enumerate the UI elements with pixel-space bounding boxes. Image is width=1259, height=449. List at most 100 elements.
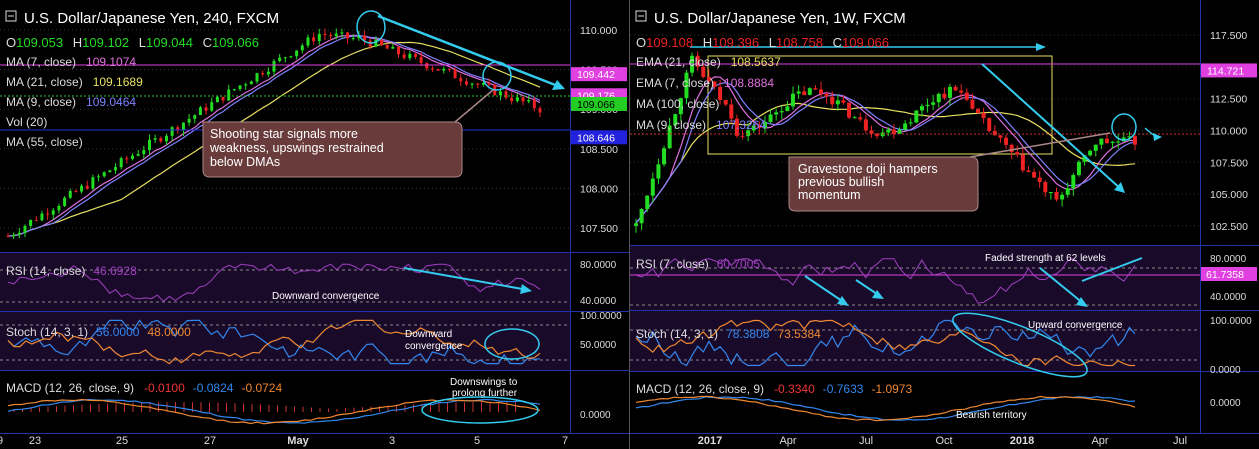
- rsi-label-right: RSI (7, close) 60.7005: [636, 257, 760, 271]
- candle-body: [261, 73, 265, 75]
- macd-label: MACD (12, 26, close, 9) -0.0100 -0.0824 -0.…: [6, 381, 282, 395]
- x-tick-label: 2017: [698, 435, 722, 447]
- candle-body: [97, 176, 101, 178]
- candle-body: [198, 107, 202, 116]
- rsi-tick-80: 80.0000: [580, 260, 617, 271]
- candle-body: [1104, 138, 1109, 144]
- candle-body: [886, 129, 891, 133]
- ma-legend-item: MA (7, close) 109.1074: [6, 55, 136, 69]
- rsi-tick-80-right: 80.0000: [1210, 254, 1247, 265]
- candle-body: [852, 117, 857, 119]
- annotation-pointer-right: [969, 132, 1111, 158]
- candle-body: [970, 99, 975, 109]
- macd-note-1: Downswings to: [450, 377, 518, 388]
- candle-body: [266, 71, 270, 75]
- trend-arrowhead: [552, 80, 565, 90]
- price-badge-label: 109.442: [577, 69, 615, 81]
- stoch-pane: [0, 312, 570, 370]
- candle-body: [102, 172, 106, 177]
- annotation-right-line-2: previous bullish: [798, 175, 884, 189]
- rsi-line-right: [635, 258, 1136, 304]
- candle-body: [238, 85, 242, 90]
- candle-body: [673, 114, 678, 126]
- candle-body: [634, 223, 638, 226]
- candle-body: [538, 108, 542, 113]
- macd-tick-0-right: 0.0000: [1210, 398, 1241, 409]
- ma-legend-item: EMA (21, close) 108.5637: [636, 55, 781, 69]
- candle-body: [153, 138, 157, 140]
- candle-body: [992, 130, 997, 136]
- candle-body: [819, 89, 824, 94]
- annotation-right-line-3: momentum: [798, 188, 861, 202]
- candle-body: [255, 73, 259, 82]
- candle-body: [925, 104, 930, 107]
- price-badge: [571, 67, 627, 82]
- stoch-label-right: Stoch (14, 3, 1) 78.3808 73.5384: [636, 327, 821, 341]
- candle-body: [1071, 175, 1076, 189]
- candle-body: [85, 185, 89, 189]
- candle-body: [323, 33, 327, 36]
- candle-body: [751, 125, 756, 131]
- collapse-icon-right[interactable]: [635, 10, 647, 22]
- candle-body: [204, 107, 208, 111]
- candle-body: [807, 88, 812, 95]
- candle-body: [464, 81, 468, 85]
- candle-body: [858, 117, 863, 120]
- candle-body: [768, 114, 773, 122]
- macd-note-right: Bearish territory: [956, 410, 1027, 421]
- stoch-tick-100: 100.0000: [580, 311, 622, 322]
- candle-body: [1110, 141, 1115, 144]
- candle-body: [1099, 138, 1104, 145]
- candle-body: [897, 129, 902, 134]
- ma-legend-item: MA (9, close) 107.3264: [636, 118, 766, 132]
- candle-body: [215, 96, 219, 103]
- candle-body: [903, 123, 908, 130]
- price-tick-label: 117.500: [1210, 30, 1247, 42]
- candle-body: [210, 102, 214, 111]
- candle-body: [40, 213, 44, 221]
- candle-body: [1043, 181, 1048, 193]
- candle-body: [701, 66, 706, 77]
- annotation-line-1: Shooting star signals more: [210, 127, 358, 141]
- macd-signal-line: [7, 398, 541, 425]
- stoch-d-line: [7, 319, 541, 365]
- left-chart-svg: 110.000109.500109.000108.500108.000107.5…: [0, 0, 629, 447]
- stoch-note-right: Upward convergence: [1028, 320, 1123, 331]
- right-chart-panel: 117.500115.000112.500110.000107.500105.0…: [630, 0, 1259, 449]
- candle-body: [998, 135, 1003, 138]
- svg-text:61.7358: 61.7358: [1206, 269, 1244, 281]
- candle-body: [317, 33, 321, 42]
- annotation-box-right: [788, 156, 979, 212]
- candle-body: [863, 119, 868, 131]
- candle-body: [1037, 177, 1042, 182]
- ma-legend-item: MA (9, close) 109.0464: [6, 95, 136, 109]
- candle-body: [470, 83, 474, 85]
- candle-body: [891, 129, 896, 134]
- price-tick-label: 107.500: [1210, 157, 1248, 169]
- x-tick-label: Oct: [935, 435, 952, 447]
- annotation-box: [202, 121, 463, 178]
- candle-body: [667, 125, 672, 149]
- collapse-icon[interactable]: [5, 10, 17, 22]
- candle-body: [1076, 161, 1081, 176]
- moving-average-line: [635, 81, 1136, 224]
- rsi-note-right: Faded strength at 62 levels: [985, 253, 1106, 264]
- candle-body: [181, 122, 185, 131]
- candle-body: [34, 219, 38, 221]
- candle-body: [813, 88, 818, 90]
- candle-body: [12, 234, 16, 237]
- candle-body: [147, 139, 151, 151]
- x-tick-label: 9: [0, 435, 3, 447]
- candle-body: [300, 45, 304, 51]
- candle-body: [1015, 152, 1020, 155]
- candle-body: [283, 57, 287, 59]
- candle-body: [645, 195, 650, 209]
- candle-body: [746, 130, 751, 137]
- price-tick-label: 110.000: [1210, 126, 1247, 138]
- price-tick-label: 110.000: [580, 25, 617, 37]
- moving-average-line: [7, 41, 541, 237]
- candle-body: [504, 91, 508, 98]
- candle-body: [1133, 136, 1137, 145]
- candle-body: [723, 99, 728, 105]
- macd-tick-0: 0.0000: [580, 410, 611, 421]
